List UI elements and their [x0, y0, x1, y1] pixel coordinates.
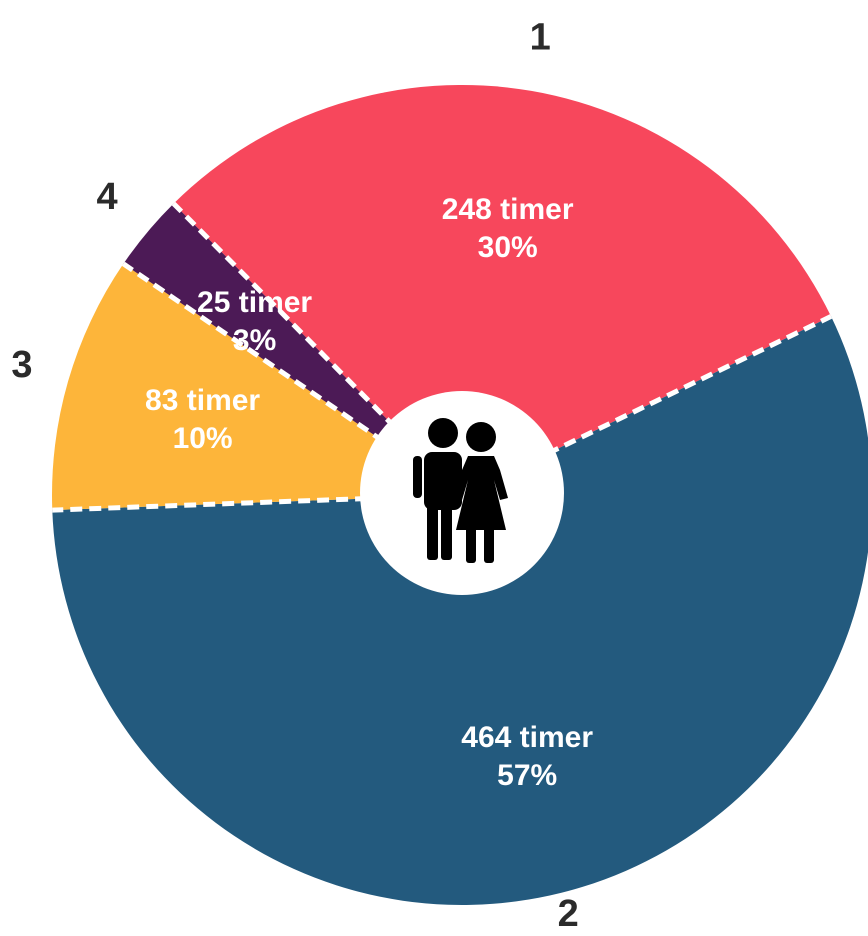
- slice: [52, 263, 462, 511]
- value-label: 248 timer: [442, 193, 574, 226]
- people-icon: [413, 418, 508, 563]
- center-icon: [360, 391, 564, 595]
- value-label: 464 timer: [461, 721, 593, 754]
- category-label: 1: [530, 17, 551, 59]
- value-label: 25 timer: [197, 286, 312, 319]
- category-label: 2: [558, 893, 579, 935]
- percent-label: 10%: [173, 422, 233, 455]
- slices: [52, 84, 868, 905]
- percent-label: 57%: [497, 759, 557, 792]
- slice: [173, 84, 832, 495]
- labels: 248 timer 30% 1 464 timer 57% 2 83 timer 10% 3 25…: [11, 17, 593, 935]
- slice: [52, 316, 868, 905]
- category-label: 3: [11, 344, 32, 386]
- value-label: 83 timer: [145, 384, 260, 417]
- category-label: 4: [97, 176, 118, 218]
- slice: [123, 203, 463, 496]
- percent-label: 3%: [233, 324, 276, 357]
- percent-label: 30%: [478, 231, 538, 264]
